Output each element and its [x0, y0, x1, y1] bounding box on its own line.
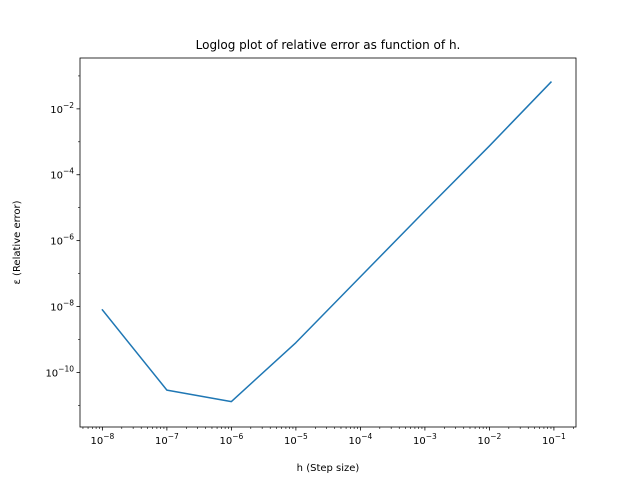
tick-labels: 10−8 10−7 10−6 10−5 10−4 10−3 10−2 10−110−1010−… — [45, 101, 566, 447]
y-tick-label: 10−6 — [50, 233, 74, 248]
x-tick-label-exponent: −2 — [490, 432, 501, 441]
x-tick-label-base: 10 — [348, 436, 361, 447]
y-tick-label: 10−4 — [50, 167, 74, 182]
y-axis-label: ε (Relative error) — [12, 200, 23, 284]
y-tick-label: 10−2 — [50, 101, 74, 116]
y-tick-label-base: 10 — [50, 105, 63, 116]
y-tick-label-base: 10 — [50, 171, 63, 182]
x-tick-label-base: 10 — [284, 436, 297, 447]
x-tick-label-exponent: −5 — [297, 432, 308, 441]
series-line — [101, 81, 553, 403]
x-tick-label-exponent: −6 — [232, 432, 243, 441]
y-tick-label-exponent: −6 — [63, 233, 74, 242]
x-axis-label: h (Step size) — [297, 463, 360, 474]
x-tick-label: 10−4 — [348, 432, 372, 447]
y-tick-label-exponent: −4 — [63, 167, 74, 176]
x-tick-label: 10−2 — [478, 432, 502, 447]
y-tick-label: 10−10 — [45, 364, 74, 379]
y-tick-label-base: 10 — [45, 368, 58, 379]
y-tick-label-base: 10 — [50, 237, 63, 248]
x-tick-label-exponent: −3 — [426, 432, 437, 441]
y-tick-label-exponent: −8 — [63, 299, 74, 308]
major-ticks — [76, 108, 555, 431]
x-tick-label: 10−8 — [90, 432, 114, 447]
x-tick-label-base: 10 — [413, 436, 426, 447]
y-tick-label-exponent: −2 — [63, 101, 74, 110]
x-tick-label-exponent: −7 — [168, 432, 179, 441]
minor-ticks — [78, 75, 574, 429]
x-tick-label-exponent: −8 — [103, 432, 114, 441]
x-tick-label-base: 10 — [478, 436, 491, 447]
x-tick-label-base: 10 — [90, 436, 103, 447]
plot-area-frame — [79, 57, 577, 428]
x-tick-label-exponent: −1 — [555, 432, 566, 441]
y-tick-label-base: 10 — [50, 303, 63, 314]
x-tick-label-base: 10 — [219, 436, 232, 447]
chart-title: Loglog plot of relative error as functio… — [196, 38, 461, 52]
y-tick-label: 10−8 — [50, 299, 74, 314]
y-tick-label-exponent: −10 — [58, 364, 74, 373]
x-tick-label: 10−1 — [542, 432, 566, 447]
x-tick-label: 10−7 — [155, 432, 179, 447]
x-tick-label-exponent: −4 — [361, 432, 372, 441]
x-tick-label-base: 10 — [542, 436, 555, 447]
x-tick-label: 10−3 — [413, 432, 437, 447]
x-tick-label-base: 10 — [155, 436, 168, 447]
x-tick-label: 10−5 — [284, 432, 308, 447]
x-tick-label: 10−6 — [219, 432, 243, 447]
